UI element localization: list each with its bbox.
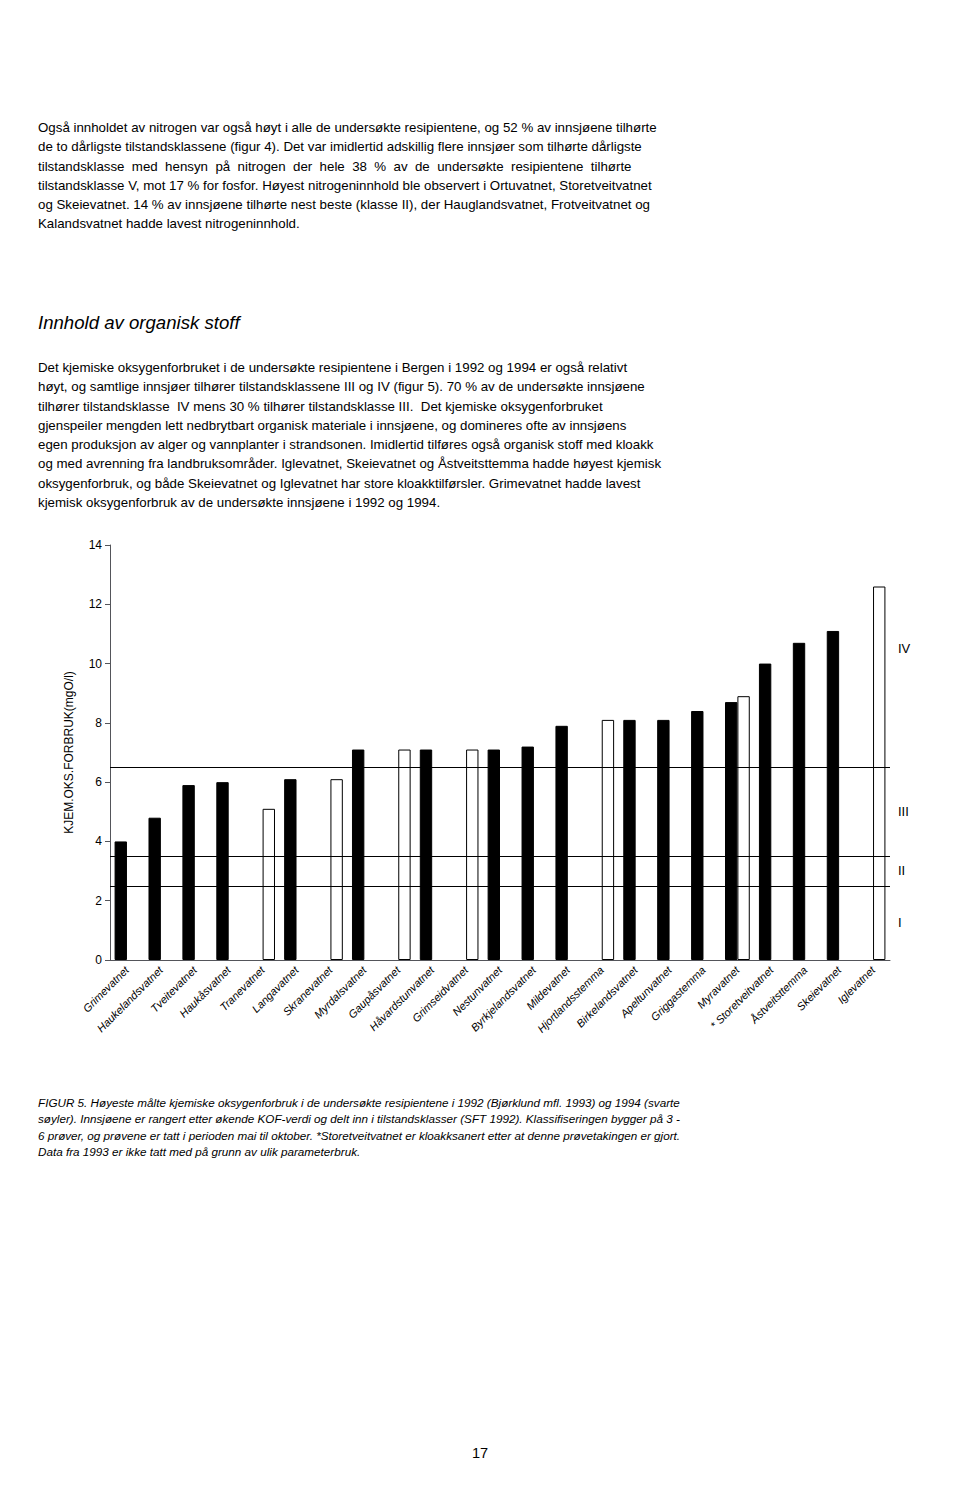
- svg-text:Langavatnet: Langavatnet: [249, 963, 301, 1015]
- svg-text:Gaupåsvatnet: Gaupåsvatnet: [345, 963, 403, 1021]
- svg-text:KJEM.OKS.FORBRUK(mgO/l): KJEM.OKS.FORBRUK(mgO/l): [62, 671, 76, 834]
- html-text:17: 17: [471, 1445, 489, 1461]
- svg-text:Haukåsvatnet: Haukåsvatnet: [177, 963, 233, 1020]
- svg-text:Myravatnet: Myravatnet: [694, 963, 742, 1011]
- svg-text:Birkelandsvatnet: Birkelandsvatnet: [574, 963, 641, 1030]
- svg-text:6: 6: [95, 775, 102, 789]
- svg-text:Byrkjelandsvatnet: Byrkjelandsvatnet: [468, 963, 539, 1034]
- svg-text:Åstveitsttemma: Åstveitsttemma: [747, 964, 809, 1026]
- svg-text:10: 10: [89, 657, 103, 671]
- svg-text:Myrdalsvatnet: Myrdalsvatnet: [311, 963, 369, 1021]
- svg-text:Mildevatnet: Mildevatnet: [523, 963, 573, 1012]
- svg-text:Grimseidvatnet: Grimseidvatnet: [410, 963, 471, 1024]
- svg-text:Tveitevatnet: Tveitevatnet: [148, 963, 199, 1015]
- svg-text:Grimevatnet: Grimevatnet: [80, 963, 132, 1015]
- svg-text:4: 4: [95, 834, 102, 848]
- svg-text:Tranevatnet: Tranevatnet: [217, 963, 267, 1014]
- svg-text:Apeltunvatnet: Apeltunvatnet: [617, 963, 674, 1020]
- svg-text:Skranevatnet: Skranevatnet: [280, 963, 335, 1018]
- svg-text:III: III: [898, 804, 909, 819]
- svg-text:Nestunvatnet: Nestunvatnet: [450, 963, 505, 1018]
- svg-text:Griggastemma: Griggastemma: [648, 964, 707, 1023]
- svg-text:Håvardstunvatnet: Håvardstunvatnet: [367, 963, 437, 1034]
- html-text:Det kjemiske oksygenforbruket: Det kjemiske oksygenforbruket i de under…: [38, 360, 662, 510]
- svg-text:Iglevatnet: Iglevatnet: [835, 963, 878, 1006]
- svg-text:0: 0: [95, 953, 102, 967]
- svg-text:Hjortlandsstemma: Hjortlandsstemma: [534, 963, 606, 1035]
- svg-text:Haukelandsvatnet: Haukelandsvatnet: [94, 963, 166, 1035]
- svg-text:8: 8: [95, 716, 102, 730]
- svg-text:12: 12: [89, 597, 103, 611]
- html-text:Også innholdet av nitrogen var: Også innholdet av nitrogen var også høyt…: [38, 120, 657, 232]
- svg-text:I: I: [898, 915, 902, 930]
- svg-text:II: II: [898, 863, 905, 878]
- html-text:Innhold av organisk stoff: Innhold av organisk stoff: [38, 312, 240, 333]
- svg-text:Skeievatnet: Skeievatnet: [794, 963, 844, 1013]
- svg-text:2: 2: [95, 894, 102, 908]
- svg-text:14: 14: [89, 538, 103, 552]
- svg-text:IV: IV: [898, 641, 911, 656]
- svg-text:* Storetveitvatnet: * Storetveitvatnet: [708, 963, 776, 1031]
- html-text:FIGUR 5. Høyeste målte kjemisk: FIGUR 5. Høyeste målte kjemiske oksygenf…: [38, 1096, 681, 1159]
